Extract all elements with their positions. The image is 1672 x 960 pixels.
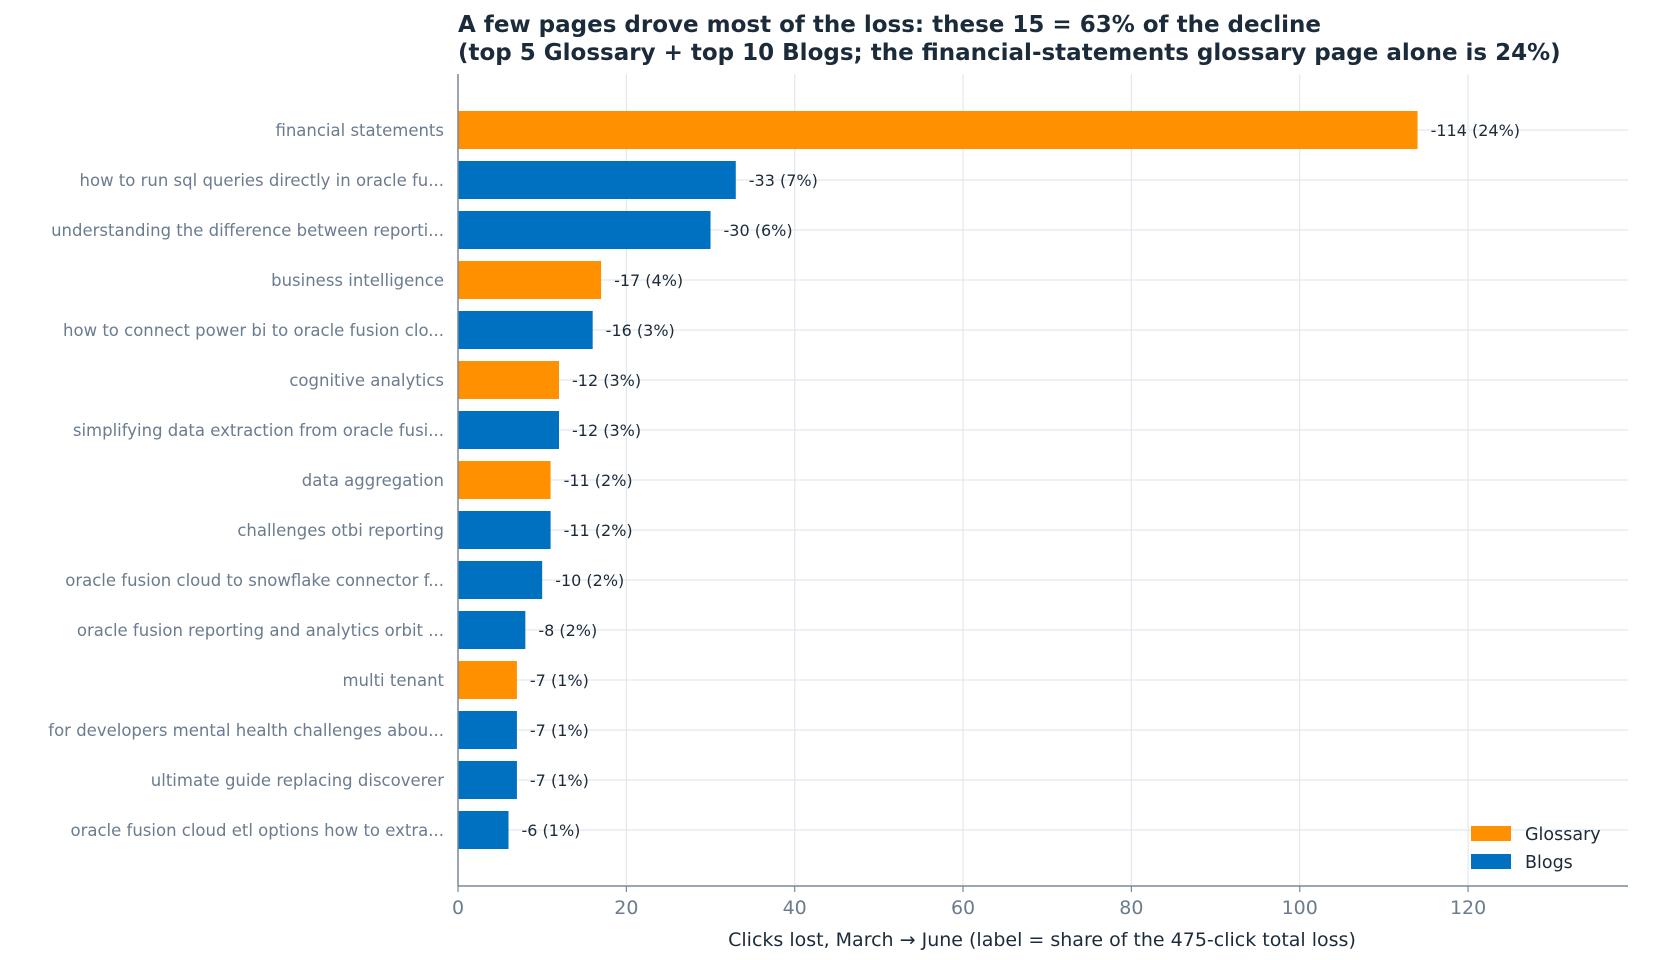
data-label: -12 (3%) — [572, 371, 641, 390]
x-tick-label: 0 — [452, 897, 464, 919]
bar — [458, 561, 543, 599]
category-label: oracle fusion cloud etl options how to e… — [70, 821, 444, 840]
data-label: -7 (1%) — [530, 671, 589, 690]
category-label: understanding the difference between rep… — [51, 221, 444, 240]
chart-title: A few pages drove most of the loss: thes… — [458, 12, 1321, 38]
data-label: -11 (2%) — [564, 521, 633, 540]
category-label: multi tenant — [342, 671, 444, 690]
bar — [458, 361, 560, 399]
x-axis-title: Clicks lost, March → June (label = share… — [728, 929, 1356, 951]
bar — [458, 261, 602, 299]
bar — [458, 311, 593, 349]
category-label: cognitive analytics — [289, 371, 444, 390]
data-label: -8 (2%) — [538, 621, 597, 640]
x-tick-label: 20 — [614, 897, 638, 919]
data-label: -16 (3%) — [606, 321, 675, 340]
category-label: financial statements — [275, 121, 444, 140]
category-label: how to run sql queries directly in oracl… — [80, 171, 444, 190]
legend: Glossary Blogs — [1471, 825, 1601, 873]
data-label: -30 (6%) — [724, 221, 793, 240]
bar — [458, 761, 517, 799]
x-tick-label: 40 — [783, 897, 807, 919]
data-label: -11 (2%) — [564, 471, 633, 490]
data-label: -114 (24%) — [1431, 121, 1520, 140]
legend-label: Blogs — [1525, 853, 1573, 873]
x-tick-label: 60 — [951, 897, 975, 919]
bar — [458, 111, 1418, 149]
data-label: -10 (2%) — [555, 571, 624, 590]
data-label: -17 (4%) — [614, 271, 683, 290]
x-tick-label: 80 — [1119, 897, 1143, 919]
data-labels: -114 (24%) -33 (7%) -30 (6%) -17 (4%) -16 (3… — [522, 121, 1521, 840]
category-label: for developers mental health challenges … — [48, 721, 444, 740]
category-label: business intelligence — [271, 271, 444, 290]
bar — [458, 661, 517, 699]
chart-subtitle: (top 5 Glossary + top 10 Blogs; the fina… — [458, 40, 1561, 66]
data-label: -7 (1%) — [530, 721, 589, 740]
category-label: oracle fusion cloud to snowflake connect… — [65, 571, 444, 590]
legend-label: Glossary — [1525, 825, 1601, 845]
data-label: -33 (7%) — [749, 171, 818, 190]
category-label: how to connect power bi to oracle fusion… — [63, 321, 444, 340]
bar — [458, 811, 509, 849]
data-label: -7 (1%) — [530, 771, 589, 790]
bar — [458, 211, 711, 249]
category-label: oracle fusion reporting and analytics or… — [77, 621, 444, 640]
x-tick-label: 120 — [1450, 897, 1486, 919]
axes: 0 20 40 60 80 100 120 — [452, 74, 1628, 919]
data-label: -6 (1%) — [522, 821, 581, 840]
bar — [458, 511, 551, 549]
category-labels: financial statements how to run sql queri… — [48, 121, 444, 840]
legend-swatch — [1471, 826, 1511, 841]
data-label: -12 (3%) — [572, 421, 641, 440]
bars — [458, 111, 1418, 849]
bar — [458, 461, 551, 499]
category-label: simplifying data extraction from oracle … — [73, 421, 444, 440]
category-label: ultimate guide replacing discoverer — [151, 771, 444, 790]
bar — [458, 411, 560, 449]
bar — [458, 711, 517, 749]
category-label: challenges otbi reporting — [237, 521, 444, 540]
x-tick-label: 100 — [1282, 897, 1318, 919]
legend-swatch — [1471, 854, 1511, 869]
category-label: data aggregation — [302, 471, 444, 490]
bar — [458, 611, 526, 649]
bar — [458, 161, 736, 199]
